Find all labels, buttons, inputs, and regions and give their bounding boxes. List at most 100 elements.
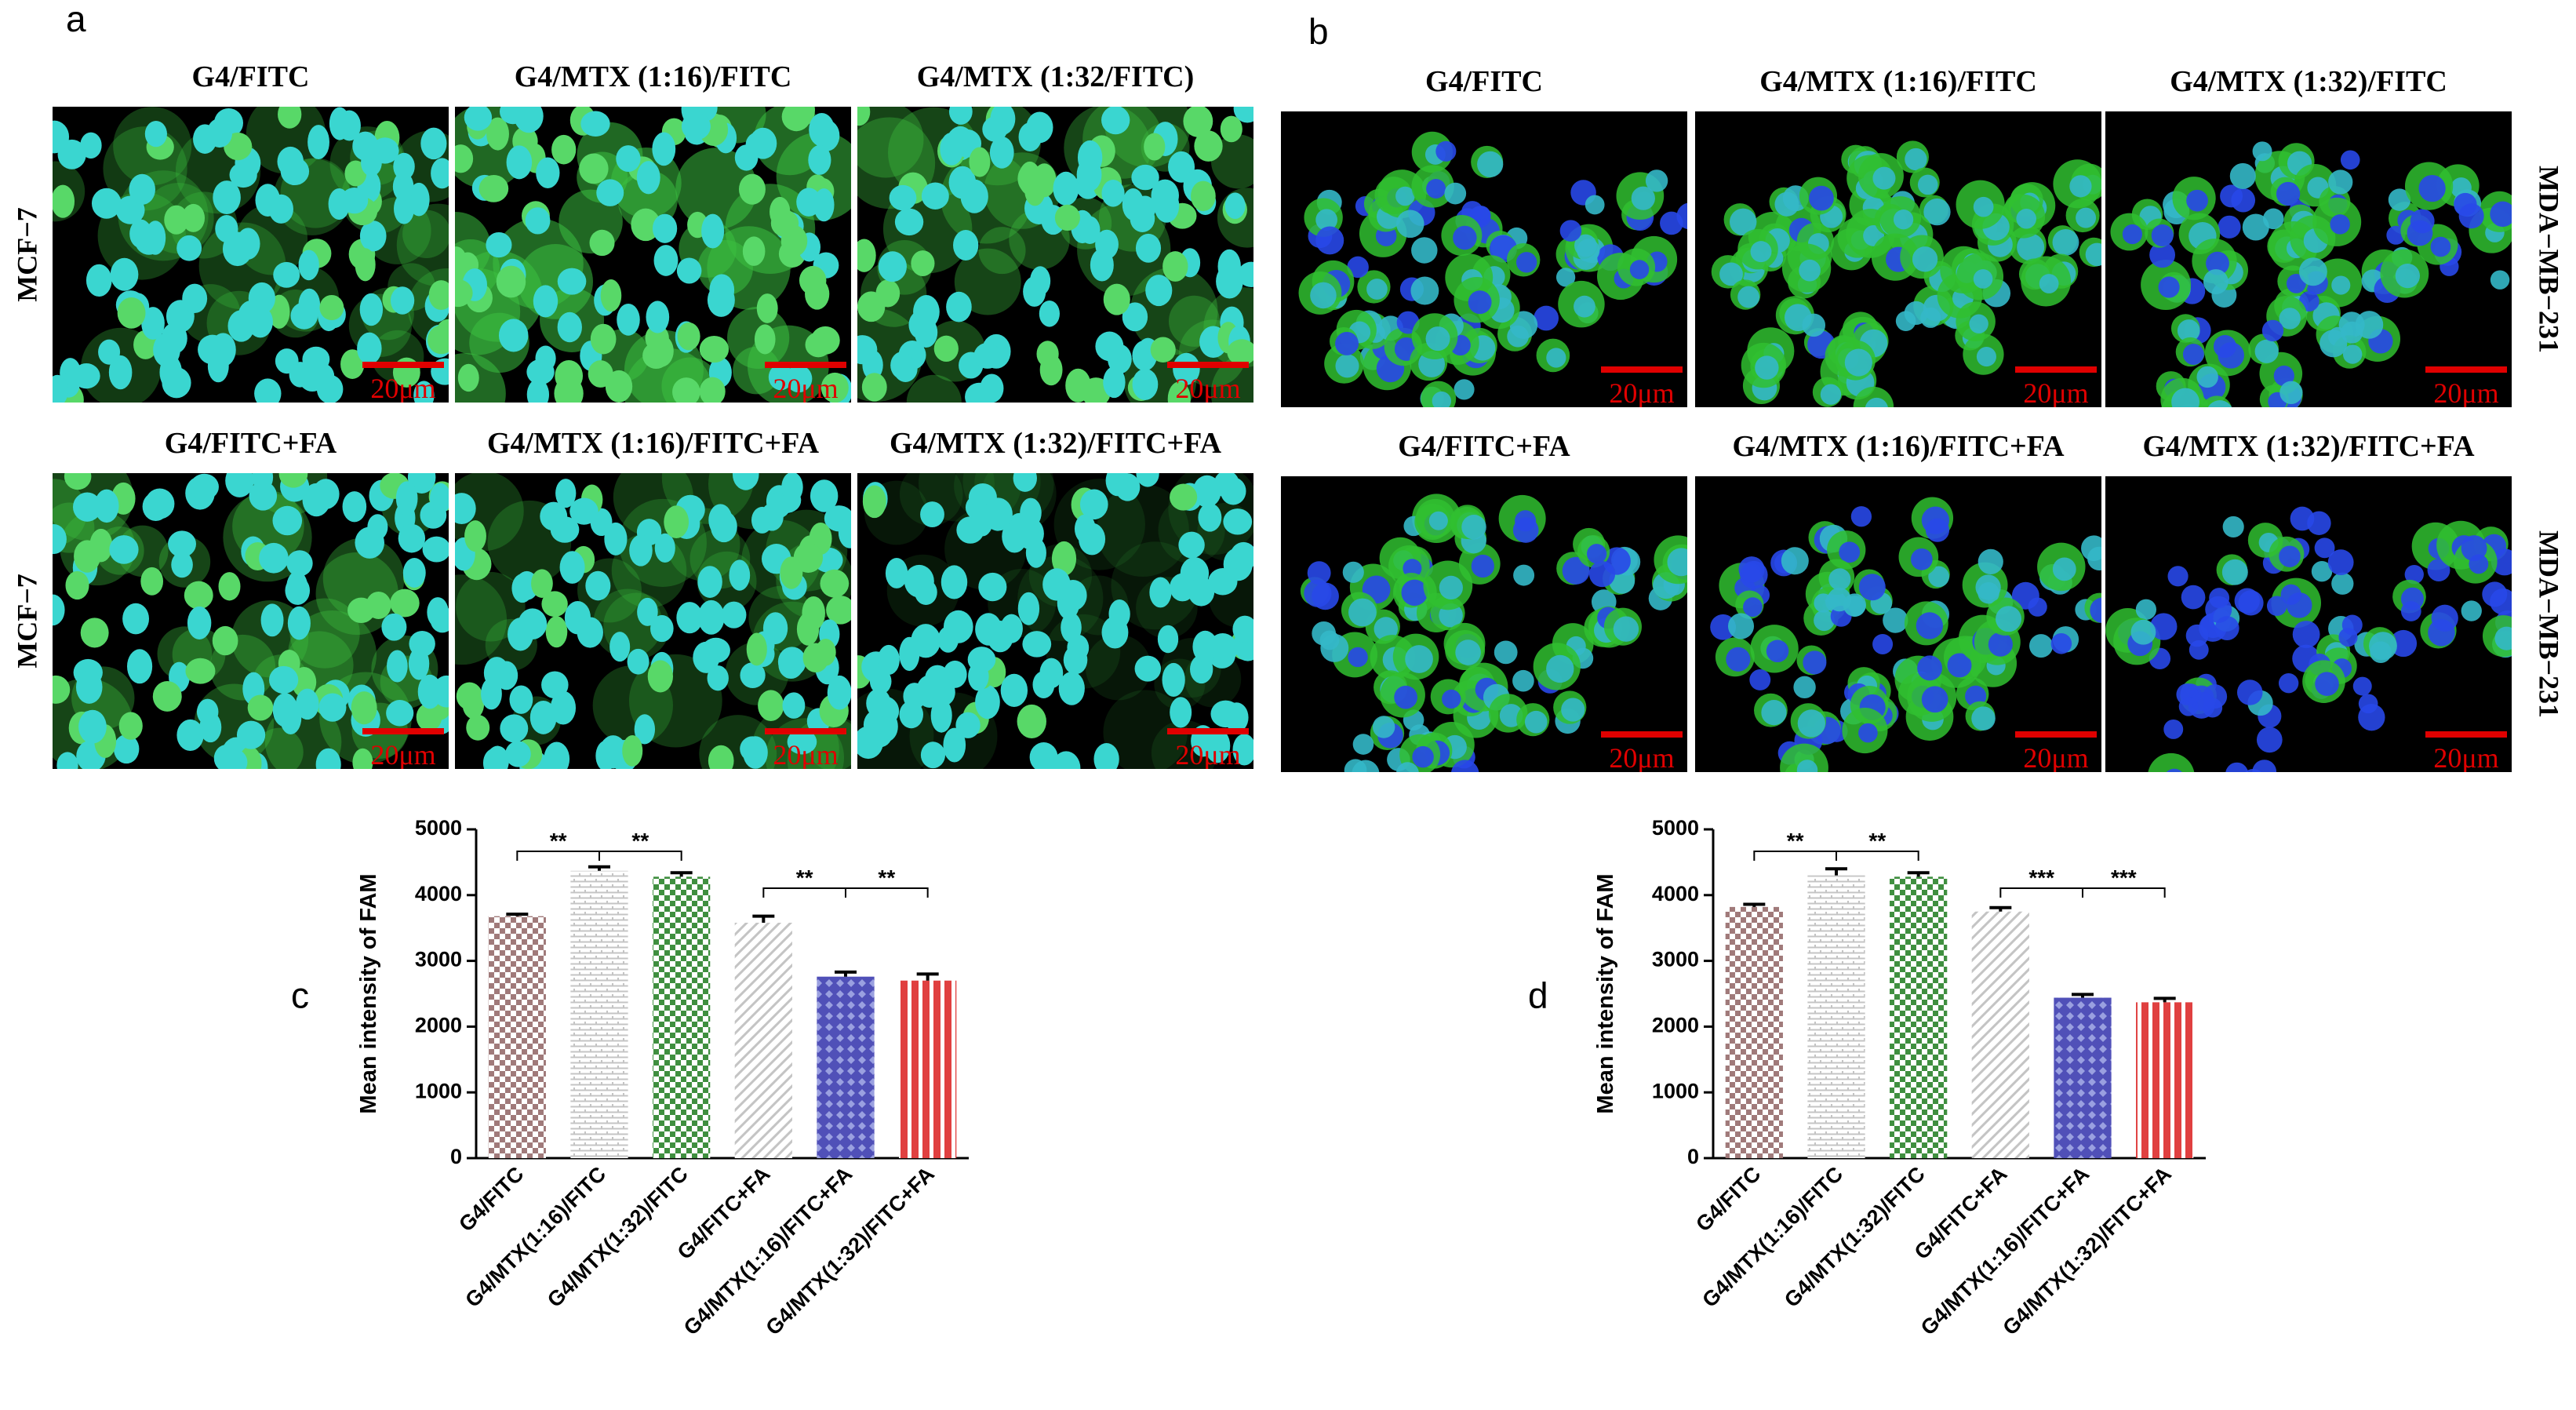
- nucleus: [278, 473, 308, 488]
- nucleus: [1405, 645, 1433, 673]
- nucleus: [2494, 626, 2512, 650]
- nucleus: [1844, 348, 1872, 377]
- nucleus: [1310, 282, 1337, 309]
- nucleus: [196, 698, 219, 725]
- nucleus: [357, 332, 382, 365]
- nucleus: [965, 382, 994, 403]
- nucleus: [1546, 654, 1574, 683]
- nucleus: [1432, 391, 1451, 407]
- y-axis-label: Mean intensity of FAM: [356, 873, 381, 1113]
- nucleus: [222, 231, 253, 267]
- nucleus: [838, 516, 851, 548]
- nucleus: [653, 245, 679, 276]
- nucleus: [229, 162, 257, 188]
- nucleus: [1524, 710, 1548, 734]
- nucleus: [108, 355, 133, 390]
- nucleus: [272, 693, 298, 727]
- nucleus: [1232, 734, 1253, 766]
- cytoplasm: [906, 374, 962, 403]
- nucleus: [1348, 647, 1368, 668]
- nucleus: [1827, 587, 1852, 612]
- nucleus: [118, 712, 143, 740]
- nucleus: [110, 257, 139, 291]
- nucleus: [2342, 344, 2363, 364]
- nucleus: [1307, 561, 1331, 585]
- nucleus: [1455, 639, 1481, 665]
- nucleus: [1192, 630, 1218, 663]
- nucleus: [862, 350, 883, 381]
- nucleus: [948, 107, 973, 125]
- nucleus: [126, 649, 153, 684]
- nucleus: [1512, 669, 1534, 692]
- nucleus: [455, 493, 476, 525]
- nucleus: [968, 661, 989, 691]
- nucleus: [355, 526, 384, 559]
- panel-label: d: [1528, 975, 1548, 1016]
- nucleus: [899, 636, 920, 672]
- nucleus: [486, 117, 509, 151]
- cytoplasm: [857, 107, 924, 178]
- micrograph: 20μm: [2105, 111, 2512, 409]
- nucleus: [699, 377, 726, 403]
- nucleus: [1515, 252, 1537, 273]
- nucleus: [1797, 709, 1825, 738]
- nucleus: [1366, 279, 1388, 300]
- nucleus: [78, 709, 107, 744]
- nucleus: [778, 650, 804, 679]
- panel-label: a: [66, 0, 86, 39]
- micrograph: 20μm: [53, 473, 449, 769]
- nucleus: [286, 570, 308, 604]
- cytoplasm: [1103, 690, 1188, 769]
- nucleus: [2052, 557, 2076, 581]
- nucleus: [899, 701, 923, 729]
- nucleus: [878, 251, 907, 282]
- cytoplasm: [255, 727, 304, 769]
- nucleus: [514, 107, 544, 133]
- nucleus: [2039, 274, 2059, 293]
- nucleus: [529, 700, 557, 734]
- nucleus: [1750, 241, 1772, 263]
- nucleus: [427, 597, 449, 628]
- nucleus: [289, 362, 311, 388]
- nucleus: [2352, 676, 2372, 696]
- nucleus: [1220, 115, 1243, 143]
- nucleus: [2252, 760, 2277, 772]
- nucleus: [701, 213, 725, 249]
- nucleus: [579, 153, 609, 184]
- nucleus: [541, 591, 568, 618]
- nucleus: [182, 283, 208, 314]
- scale-bar-label: 20μm: [2433, 377, 2498, 409]
- cytoplasm: [402, 209, 449, 258]
- nucleus: [1585, 195, 1605, 215]
- nucleus: [455, 279, 473, 308]
- nucleus: [2490, 201, 2512, 228]
- nucleus: [629, 534, 653, 567]
- nucleus: [509, 685, 533, 714]
- error-bar: [1989, 905, 2012, 912]
- nucleus: [808, 144, 831, 175]
- nucleus: [699, 336, 730, 363]
- nucleus: [1000, 673, 1028, 707]
- image-title: G4/MTX (1:32)/FITC+FA: [890, 427, 1222, 460]
- nucleus: [305, 362, 335, 390]
- nucleus: [337, 110, 361, 141]
- nucleus: [2482, 581, 2508, 607]
- cytoplasm: [456, 571, 526, 642]
- micrograph: 20μm: [53, 107, 449, 403]
- cytoplasm: [1097, 484, 1189, 577]
- nucleus: [1910, 548, 1933, 570]
- nucleus: [2328, 169, 2353, 195]
- significance-label: ***: [2111, 865, 2137, 890]
- nucleus: [857, 291, 886, 322]
- nucleus: [273, 261, 300, 288]
- nucleus: [1629, 260, 1650, 279]
- nucleus: [555, 359, 584, 392]
- nucleus: [1912, 246, 1938, 272]
- nucleus: [2427, 559, 2450, 582]
- nucleus: [2279, 381, 2303, 404]
- nucleus: [1198, 503, 1222, 532]
- nucleus: [1726, 647, 1751, 672]
- error-bar: [1825, 867, 1847, 876]
- nucleus: [1344, 759, 1367, 772]
- micrograph: 20μm: [1695, 111, 2101, 407]
